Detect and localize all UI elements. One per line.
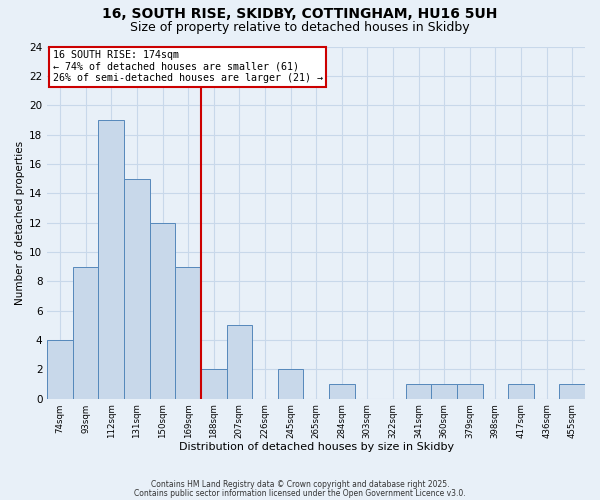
- Bar: [73, 266, 98, 398]
- Text: Contains HM Land Registry data © Crown copyright and database right 2025.: Contains HM Land Registry data © Crown c…: [151, 480, 449, 489]
- Bar: [175, 266, 201, 398]
- Text: 16, SOUTH RISE, SKIDBY, COTTINGHAM, HU16 5UH: 16, SOUTH RISE, SKIDBY, COTTINGHAM, HU16…: [103, 8, 497, 22]
- Bar: [278, 370, 304, 398]
- Bar: [431, 384, 457, 398]
- Bar: [124, 178, 150, 398]
- Text: Contains public sector information licensed under the Open Government Licence v3: Contains public sector information licen…: [134, 489, 466, 498]
- Bar: [329, 384, 355, 398]
- Bar: [406, 384, 431, 398]
- Bar: [47, 340, 73, 398]
- Text: 16 SOUTH RISE: 174sqm
← 74% of detached houses are smaller (61)
26% of semi-deta: 16 SOUTH RISE: 174sqm ← 74% of detached …: [53, 50, 323, 83]
- Bar: [98, 120, 124, 398]
- Bar: [227, 325, 252, 398]
- Bar: [201, 370, 227, 398]
- Bar: [150, 222, 175, 398]
- Bar: [559, 384, 585, 398]
- X-axis label: Distribution of detached houses by size in Skidby: Distribution of detached houses by size …: [179, 442, 454, 452]
- Y-axis label: Number of detached properties: Number of detached properties: [15, 140, 25, 304]
- Bar: [457, 384, 482, 398]
- Bar: [508, 384, 534, 398]
- Text: Size of property relative to detached houses in Skidby: Size of property relative to detached ho…: [130, 21, 470, 34]
